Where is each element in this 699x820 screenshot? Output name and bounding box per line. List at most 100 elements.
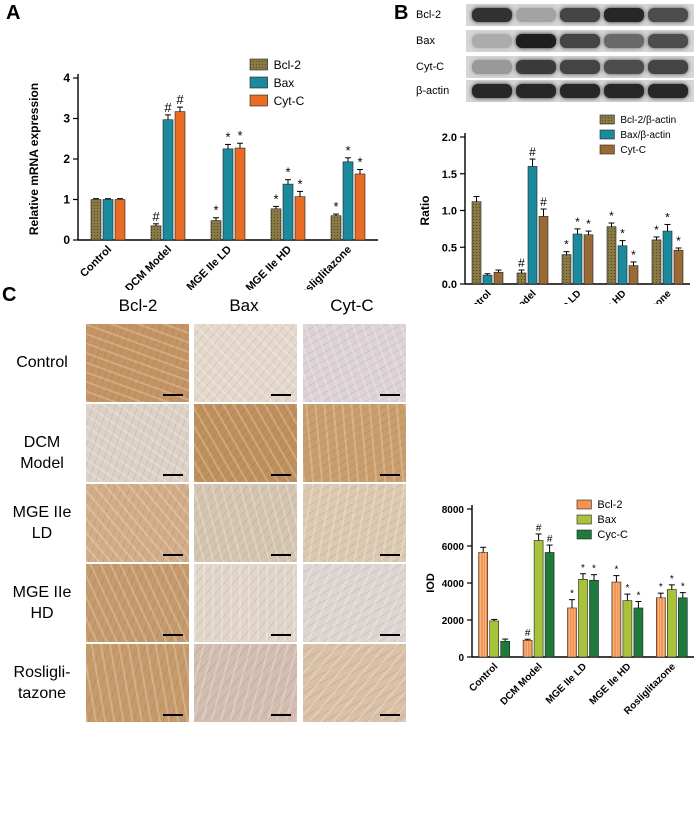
significance-mark: *: [659, 582, 663, 593]
ihc-image-tile: [86, 324, 189, 402]
bar-texture-2: [562, 254, 571, 284]
y-axis-label: Ratio: [418, 196, 432, 226]
significance-mark: #: [152, 209, 160, 224]
bar-texture-4: [652, 239, 661, 284]
ihc-image-tile: [86, 644, 189, 722]
significance-mark: #: [525, 628, 531, 639]
bar-2-2: [234, 147, 246, 241]
blot-label-bax: Bax: [416, 35, 435, 47]
bar-texture-2: [211, 220, 221, 240]
significance-mark: *: [570, 589, 574, 600]
ihc-image-tile: [303, 564, 406, 642]
scale-bar: [271, 394, 291, 396]
ihc-row-label: Control: [16, 354, 68, 371]
significance-mark: *: [575, 215, 580, 229]
y-tick-label: 0: [63, 233, 70, 247]
blot-label-cytc: Cyt-C: [416, 61, 445, 73]
western-blot: Bcl-2 Bax Cyt-C β-actin: [411, 0, 699, 104]
blot-label-bcl2: Bcl-2: [416, 9, 442, 21]
legend-label-1: Bax: [274, 76, 295, 90]
significance-mark: *: [665, 210, 670, 224]
bar-1-3: [617, 245, 628, 285]
ihc-image-tile: [194, 324, 297, 402]
scale-bar: [271, 714, 291, 716]
legend-swatch-2: [576, 529, 592, 540]
bar-1-3: [282, 183, 294, 241]
significance-mark: #: [540, 195, 547, 209]
y-tick-label: 4: [63, 71, 70, 85]
significance-mark: *: [285, 165, 290, 180]
significance-mark: *: [237, 128, 242, 143]
scale-bar: [163, 554, 183, 556]
blot-band: [516, 34, 556, 48]
significance-mark: *: [345, 143, 350, 158]
panel-letter-b: B: [394, 2, 409, 24]
scale-bar: [271, 634, 291, 636]
legend-swatch-0: [576, 499, 592, 510]
legend-swatch-texture: [600, 115, 615, 124]
bar-2-3: [628, 265, 639, 285]
bar-1-1: [162, 119, 174, 241]
blot-row-bcl2: Bcl-2: [416, 4, 694, 26]
x-tick-label: MGE IIe HD: [244, 244, 294, 290]
blot-band: [560, 34, 600, 48]
y-tick-label: 4000: [442, 579, 465, 590]
legend-label-1: Bax/β-actin: [620, 130, 670, 141]
significance-mark: *: [213, 203, 218, 218]
bar-1-3: [622, 600, 633, 658]
ihc-image-tile: [303, 404, 406, 482]
legend-label-0: Bcl-2/β-actin: [620, 115, 676, 126]
bar-2-4: [673, 249, 684, 285]
bar-1-1: [527, 166, 538, 285]
x-tick-label: MGE IIe LD: [185, 244, 235, 290]
x-tick-label: Control: [78, 244, 114, 280]
bar-1-2: [578, 579, 588, 658]
ihc-row-label: MGE IIe HD: [12, 584, 72, 622]
bar-1-0: [102, 199, 114, 241]
legend-label-0: Bcl-2: [274, 58, 302, 72]
bar-texture-3: [271, 208, 281, 240]
bar-texture-3: [607, 226, 616, 284]
significance-mark: *: [297, 176, 302, 191]
significance-mark: #: [164, 100, 172, 115]
significance-mark: #: [547, 534, 553, 545]
bar-2-3: [633, 607, 644, 658]
scale-bar: [271, 554, 291, 556]
legend-swatch-2: [599, 144, 615, 155]
protein-ratio-chart: 0.0 0.5 1.0 1.5 2.0 Ratio Control # # # DCM Model *…: [418, 114, 690, 304]
legend-label-2: Cyc-C: [597, 529, 628, 541]
blot-band: [472, 34, 512, 48]
legend-label-2: Cyt-C: [620, 145, 646, 156]
ihc-image-tile: [303, 484, 406, 562]
bar-texture-4: [331, 215, 341, 240]
legend-label-0: Bcl-2: [597, 499, 622, 511]
bar-2-4: [677, 597, 688, 658]
bar-texture-0: [91, 199, 101, 240]
significance-mark: *: [681, 582, 685, 593]
y-tick-label: 0.5: [442, 242, 457, 254]
legend-label-2: Cyt-C: [274, 94, 305, 108]
y-tick-label: 2: [63, 152, 70, 166]
y-axis-label: IOD: [425, 573, 437, 593]
significance-mark: #: [529, 145, 536, 159]
significance-mark: #: [536, 523, 542, 534]
scale-bar: [380, 714, 400, 716]
blot-band: [560, 8, 600, 22]
bar-2-1: [538, 216, 549, 285]
significance-mark: *: [670, 574, 674, 585]
mrna-expression-chart: 0 1 2 3 4 Relative mRNA expression Control # # # D…: [27, 58, 378, 290]
significance-mark: #: [176, 92, 184, 107]
blot-band: [648, 84, 688, 98]
significance-mark: *: [564, 238, 569, 252]
scale-bar: [271, 474, 291, 476]
ihc-col-head-bax: Bax: [229, 296, 259, 315]
significance-mark: #: [518, 256, 525, 270]
x-tick-label: MGE IIe HD: [588, 661, 634, 707]
scale-bar: [163, 714, 183, 716]
ihc-col-head-cytc: Cyt-C: [330, 296, 374, 315]
bar-2-0: [114, 199, 126, 241]
blot-band: [648, 8, 688, 22]
significance-mark: *: [676, 234, 681, 248]
y-tick-label: 2000: [442, 616, 465, 627]
significance-mark: *: [654, 223, 659, 237]
